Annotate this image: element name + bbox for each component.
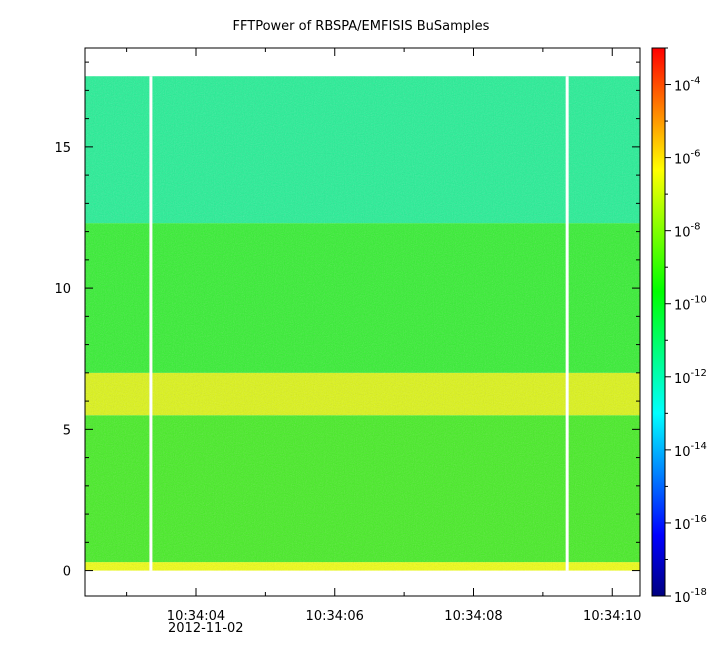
y-tick-label: 0 <box>63 565 71 580</box>
colorbar <box>652 48 665 596</box>
colorbar-tick-base: 10 <box>674 445 691 460</box>
colorbar-tick-exponent: -4 <box>691 76 701 87</box>
colorbar-tick-label: 10-18 <box>674 587 707 606</box>
colorbar-tick-label: 10-8 <box>674 222 701 241</box>
data-gap-1 <box>565 76 569 571</box>
x-tick-label: 10:34:04 <box>167 609 225 624</box>
colorbar-tick-base: 10 <box>674 591 691 606</box>
colorbar-tick-base: 10 <box>674 80 691 95</box>
data-gap-0 <box>149 76 153 571</box>
y-tick-label: 15 <box>54 141 71 156</box>
colorbar-tick-label: 10-14 <box>674 441 707 460</box>
colorbar-tick-base: 10 <box>674 226 691 241</box>
x-tick-label: 10:34:08 <box>444 609 502 624</box>
colorbar-tick-base: 10 <box>674 299 691 314</box>
colorbar-tick-label: 10-4 <box>674 76 701 95</box>
colorbar-tick-exponent: -8 <box>691 222 701 233</box>
colorbar-tick-base: 10 <box>674 518 691 533</box>
colorbar-tick-exponent: -14 <box>691 441 707 452</box>
colorbar-tick-label: 10-10 <box>674 295 707 314</box>
colorbar-tick-exponent: -18 <box>691 587 707 598</box>
colorbar-tick-exponent: -12 <box>691 368 707 379</box>
y-tick-label: 5 <box>63 423 71 438</box>
colorbar-tick-label: 10-16 <box>674 514 707 533</box>
colorbar-tick-label: 10-12 <box>674 368 707 387</box>
y-tick-label: 10 <box>54 282 71 297</box>
data-gaps <box>149 76 569 571</box>
x-axis: 10:34:04 10:34:06 10:34:08 10:34:10 <box>126 48 641 624</box>
colorbar-tick-exponent: -10 <box>691 295 707 306</box>
chart-title: FFTPower of RBSPA/EMFISIS BuSamples <box>233 19 490 34</box>
y-axis: 0 5 10 15 <box>54 61 640 580</box>
colorbar-tick-exponent: -6 <box>691 149 701 160</box>
plot-frame <box>84 47 641 597</box>
x-tick-label: 10:34:10 <box>583 609 641 624</box>
x-tick-label: 10:34:06 <box>306 609 364 624</box>
colorbar-tick-base: 10 <box>674 372 691 387</box>
spectrogram-area <box>85 76 640 571</box>
colorbar-tick-exponent: -16 <box>691 514 707 525</box>
noise-texture <box>85 76 640 571</box>
date-label: 2012-11-02 <box>168 621 244 636</box>
colorbar-tick-label: 10-6 <box>674 149 701 168</box>
colorbar-tick-base: 10 <box>674 153 691 168</box>
colorbar-frame <box>651 47 666 597</box>
